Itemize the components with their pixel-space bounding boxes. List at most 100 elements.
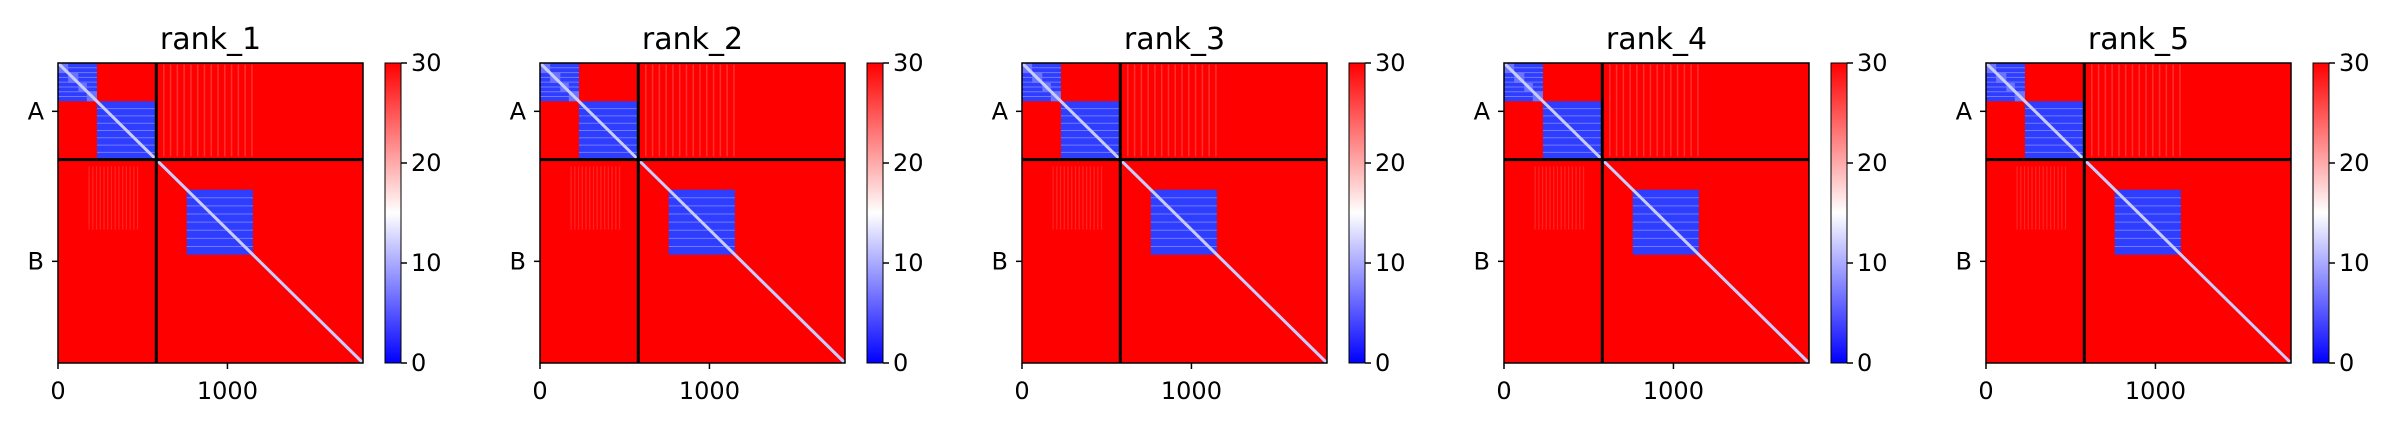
heatmap-stripe (574, 166, 576, 230)
heatmap-stripe (2046, 166, 2048, 230)
heatmap-stripe (1575, 166, 1577, 230)
colorbar (1348, 62, 1366, 364)
heatmap-stripe (2027, 166, 2029, 230)
heatmap-stripe (678, 64, 681, 157)
heatmap-stripe (719, 64, 722, 157)
heatmap-stripe (1208, 64, 1210, 157)
heatmap-stripe (133, 166, 135, 230)
heatmap-stripe (136, 166, 139, 230)
heatmap-stripe (1656, 64, 1658, 157)
x-tick-label: 1000 (1643, 377, 1704, 405)
heatmap-stripe (251, 64, 253, 157)
heatmap-stripe (163, 64, 165, 157)
heatmap-stripe (176, 64, 179, 157)
y-tick-label: B (1956, 247, 1972, 275)
heatmap-stripe (1100, 166, 1103, 230)
heatmap-stripe (577, 166, 580, 230)
heatmap-stripe (1615, 64, 1618, 157)
plot-frame (57, 62, 364, 364)
colorbar (2312, 62, 2330, 364)
colorbar-tick-label: 20 (1857, 149, 1888, 177)
heatmap-stripe (1541, 166, 1544, 230)
heatmap-stripe (217, 64, 219, 157)
colorbar-tick-label: 20 (411, 149, 442, 177)
heatmap-stripe (1089, 166, 1091, 230)
heatmap-stripe (190, 64, 192, 157)
y-tick-label: A (1474, 97, 1491, 125)
colorbar-tick-label: 10 (2339, 249, 2370, 277)
heatmap-stripe (607, 166, 609, 230)
colorbar-tick-label: 0 (2339, 349, 2354, 377)
heatmap-stripe (1582, 166, 1585, 230)
heatmap-stripe (210, 64, 212, 157)
heatmap-stripe (1071, 166, 1073, 230)
panel-5: rank_5 A B 0 1000 0 10 20 30 (1956, 22, 2370, 405)
x-tick-label: 0 (50, 377, 65, 405)
heatmap-stripe (1052, 166, 1054, 230)
heatmap-stripe (1609, 64, 1611, 157)
heatmap-stripe (592, 166, 595, 230)
heatmap-stripe (2031, 166, 2033, 230)
heatmap-stripe (1690, 64, 1692, 157)
heatmap-stripe (1568, 166, 1570, 230)
heatmap-stripe (125, 166, 127, 230)
x-tick-label: 0 (1014, 377, 1029, 405)
colorbar-tick-label: 20 (893, 149, 924, 177)
colorbar-tick-label: 30 (1375, 49, 1406, 77)
heatmap-stripe (699, 64, 701, 157)
heatmap-stripe (2057, 166, 2059, 230)
heatmap-stripe (1697, 64, 1699, 157)
heatmap-stripe (2023, 166, 2026, 230)
plot-frame (539, 62, 846, 364)
heatmap-stripe (651, 64, 654, 157)
heatmap-stripe (706, 64, 708, 157)
heatmap-stripe (733, 64, 735, 157)
heatmap-stripe (1181, 64, 1183, 157)
y-tick-label: A (992, 97, 1009, 125)
heatmap-stripe (99, 166, 101, 230)
colorbar (384, 62, 402, 364)
heatmap-stripe (2145, 64, 2147, 157)
heatmap-stripe (169, 64, 172, 157)
panel-title: rank_5 (2088, 22, 2189, 57)
colorbar-tick-label: 30 (411, 49, 442, 77)
heatmap-stripe (118, 166, 120, 230)
y-tick-label: B (510, 247, 526, 275)
heatmap-stripe (2016, 166, 2018, 230)
heatmap-stripe (658, 64, 661, 157)
colorbar-tick-label: 0 (1857, 349, 1872, 377)
heatmap-stripe (600, 166, 602, 230)
plot-frame (1021, 62, 1328, 364)
heatmap-stripe (1571, 166, 1573, 230)
colorbar-tick-label: 20 (1375, 149, 1406, 177)
heatmap-stripe (1194, 64, 1197, 157)
colorbar (1830, 62, 1848, 364)
heatmap-stripe (570, 166, 572, 230)
heatmap-stripe (1167, 64, 1170, 157)
heatmap-stripe (1549, 166, 1551, 230)
heatmap-stripe (1201, 64, 1204, 157)
heatmap-stripe (1545, 166, 1547, 230)
colorbar-tick-label: 0 (411, 349, 426, 377)
panel-title: rank_4 (1606, 22, 1707, 57)
colorbar-tick-label: 20 (2339, 149, 2370, 177)
heatmap-stripe (2131, 64, 2134, 157)
heatmap-stripe (1538, 166, 1540, 230)
heatmap-stripe (92, 166, 94, 230)
heatmap-stripe (2172, 64, 2174, 157)
heatmap-stripe (2104, 64, 2107, 157)
heatmap-stripe (589, 166, 591, 230)
heatmap-stripe (2124, 64, 2127, 157)
colorbar-tick-label: 10 (411, 249, 442, 277)
heatmap-stripe (224, 64, 226, 157)
y-tick-label: A (28, 97, 45, 125)
heatmap-stripe (1082, 166, 1084, 230)
diagonal-line (1502, 61, 1811, 365)
heatmap-stripe (2038, 166, 2041, 230)
heatmap-stripe (1636, 64, 1638, 157)
heatmap-stripe (1663, 64, 1665, 157)
diagonal-line (56, 61, 365, 365)
heatmap-stripe (618, 166, 621, 230)
heatmap-stripe (1564, 166, 1566, 230)
heatmap-stripe (2020, 166, 2022, 230)
